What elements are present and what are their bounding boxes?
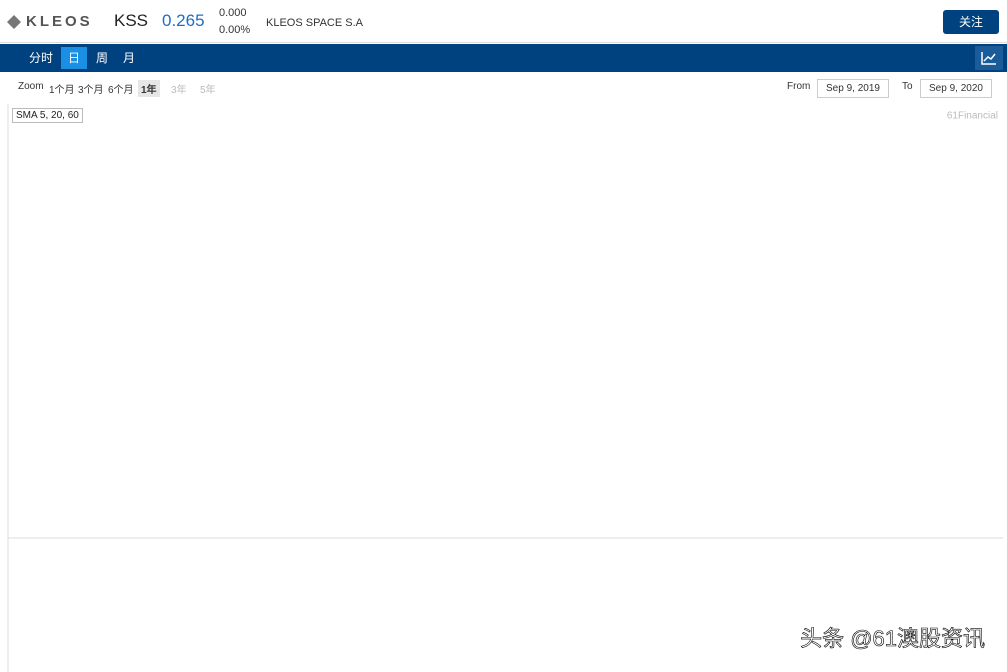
tab[interactable]: 月 bbox=[122, 51, 135, 65]
to-label: To bbox=[902, 81, 913, 92]
follow-button[interactable]: 关注 bbox=[943, 10, 999, 34]
watermark: 头条 @61澳股资讯 bbox=[800, 626, 985, 651]
to-date[interactable]: Sep 9, 2020 bbox=[920, 79, 992, 98]
zoom-option: 3年 bbox=[171, 85, 187, 96]
from-label: From bbox=[787, 81, 811, 92]
zoom-option: 5年 bbox=[200, 85, 216, 96]
logo-text: KLEOS bbox=[26, 13, 93, 30]
ticker: KSS bbox=[114, 11, 149, 30]
company-name: KLEOS SPACE S.A bbox=[266, 17, 364, 29]
tab[interactable]: 周 bbox=[95, 51, 108, 65]
change-pct: 0.00% bbox=[219, 24, 251, 36]
zoom-option[interactable]: 1年 bbox=[138, 80, 160, 97]
tab[interactable]: 日 bbox=[61, 47, 87, 69]
tab[interactable]: 分时 bbox=[28, 51, 53, 65]
zoom-option[interactable]: 3个月 bbox=[78, 85, 104, 96]
zoom-option[interactable]: 1个月 bbox=[49, 85, 75, 96]
credit: 61Financial bbox=[947, 111, 998, 122]
logo-icon bbox=[7, 15, 21, 29]
chart-icon-button[interactable] bbox=[975, 46, 1003, 70]
header: KLEOS KSS 0.265 0.000 0.00% KLEOS SPACE … bbox=[0, 0, 1007, 43]
zoom-label: Zoom bbox=[18, 81, 44, 92]
indicator-label: SMA 5, 20, 60 bbox=[12, 108, 83, 123]
change: 0.000 bbox=[219, 7, 247, 19]
zoom-option[interactable]: 6个月 bbox=[108, 85, 134, 96]
price: 0.265 bbox=[162, 11, 205, 30]
nav-bar: 分时 日 周 月 bbox=[0, 44, 1007, 72]
from-date[interactable]: Sep 9, 2019 bbox=[817, 79, 889, 98]
